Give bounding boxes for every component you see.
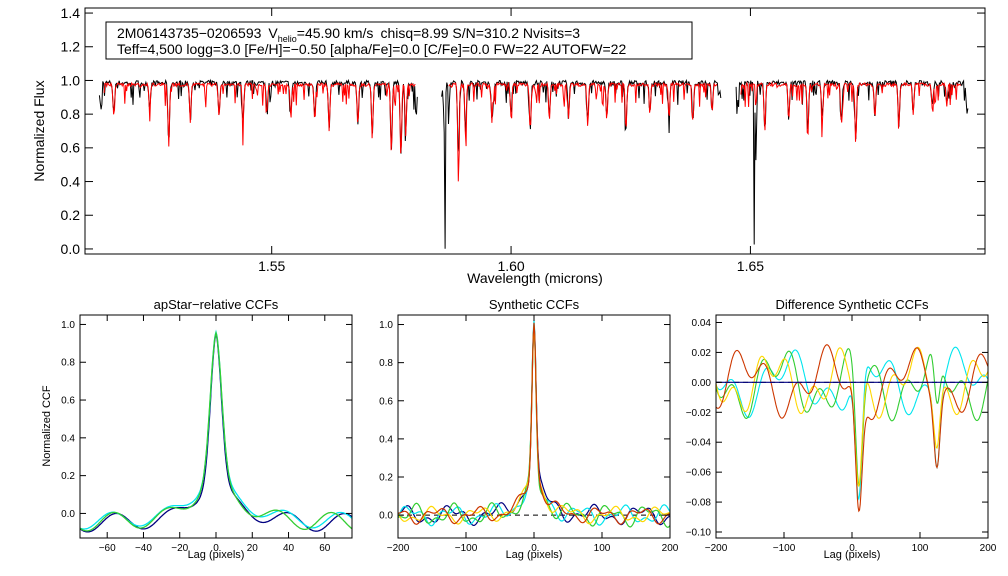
- x-tick-label: 40: [283, 543, 295, 554]
- x-tick-label: 20: [247, 543, 259, 554]
- synthetic-ccf-ticks: −200 −100 0 100 200 0.0 0.2 0.4 0.6 0.8 1.0: [379, 315, 679, 554]
- x-tick-label: 100: [912, 543, 929, 554]
- annotation-line-1: 2M06143735−0206593 Vhelio=45.90 km/s chisq…: [117, 25, 580, 44]
- x-tick-label: −200: [387, 543, 410, 554]
- y-tick-label: −0.06: [686, 468, 712, 479]
- y-tick-label: 0.2: [379, 473, 393, 484]
- y-tick-label: 0.0: [61, 509, 75, 520]
- ccf-line-visit-3: [80, 330, 352, 532]
- y-tick-label: 0.04: [692, 318, 712, 329]
- annotation-box: 2M06143735−0206593 Vhelio=45.90 km/s chisq…: [105, 21, 693, 60]
- x-tick-label: 1.65: [737, 258, 764, 274]
- y-tick-label: −0.10: [686, 528, 712, 539]
- ccf-line-visit-5: [398, 322, 670, 525]
- y-tick-label: 1.4: [61, 5, 81, 21]
- apstar-ccf-ticks: −60 −40 −20 0 20 40 60 0.0 0.2 0.4 0.6 0.8 1.0: [61, 315, 352, 554]
- spectrum-ticks: 1.55 1.60 1.65 0.0 0.2 0.4 0.6 0.8 1.0 1.2 1.4: [61, 5, 985, 274]
- x-tick-label: 60: [319, 543, 331, 554]
- x-tick-label: 0: [849, 543, 855, 554]
- difference-ccf-data: [716, 344, 988, 513]
- v-label: V: [268, 25, 278, 41]
- y-tick-label: 0.4: [61, 173, 81, 189]
- y-tick-label: 1.0: [61, 320, 75, 331]
- y-tick-label: 0.6: [379, 396, 393, 407]
- annotation-frame: [105, 21, 693, 60]
- y-tick-label: −0.02: [686, 408, 712, 419]
- y-tick-label: 0.6: [61, 140, 81, 156]
- x-tick-label: 200: [662, 543, 679, 554]
- y-tick-label: 0.6: [61, 396, 75, 407]
- x-tick-label: 0: [531, 543, 537, 554]
- spectrum-ylabel: Normalized Flux: [31, 80, 47, 181]
- x-tick-label: −40: [135, 543, 152, 554]
- y-tick-label: 0.4: [61, 433, 75, 444]
- y-tick-label: 1.0: [61, 72, 81, 88]
- x-tick-label: 200: [980, 543, 997, 554]
- y-tick-label: 0.8: [61, 358, 75, 369]
- apstar-ccf-title: apStar−relative CCFs: [154, 297, 279, 312]
- v-value: =45.90 km/s: [297, 25, 374, 41]
- y-tick-label: 0.8: [61, 106, 81, 122]
- synthetic-ccf-panel: −200 −100 0 100 200 0.0 0.2 0.4 0.6 0.8 1.0 Synthe…: [379, 297, 679, 561]
- star-id: 2M06143735−0206593: [117, 25, 262, 41]
- diff-ccf-line-visit-2: [716, 348, 988, 487]
- model-spectrum-segment: [740, 81, 961, 142]
- difference-ccf-panel: −200 −100 0 100 200 −0.10 −0.08 −0.06 −0.04 −0.02…: [686, 297, 997, 561]
- y-tick-label: 1.0: [379, 320, 393, 331]
- apstar-ccf-ylabel: Normalized CCF: [41, 385, 53, 467]
- x-tick-label: 1.55: [258, 258, 285, 274]
- spectrum-xlabel: Wavelength (microns): [467, 270, 603, 286]
- x-tick-label: −200: [705, 543, 728, 554]
- x-tick-label: 1.60: [497, 258, 524, 274]
- spectrum-data: [98, 78, 969, 249]
- diff-ccf-line-visit-4: [716, 344, 988, 513]
- apstar-ccf-panel: −60 −40 −20 0 20 40 60 0.0 0.2 0.4 0.6 0.8 1.0 apSta…: [41, 297, 353, 561]
- y-tick-label: 0.00: [692, 378, 712, 389]
- y-tick-label: 0.0: [61, 241, 81, 257]
- x-tick-label: −100: [773, 543, 796, 554]
- annotation-line-2: Teff=4,500 logg=3.0 [Fe/H]=−0.50 [alpha/…: [117, 41, 626, 57]
- apstar-ccf-xlabel: Lag (pixels): [188, 549, 245, 561]
- synthetic-ccf-xlabel: Lag (pixels): [506, 549, 563, 561]
- y-tick-label: 0.02: [692, 348, 712, 359]
- y-tick-label: 0.0: [379, 511, 393, 522]
- synthetic-ccf-data: [398, 320, 670, 528]
- model-spectrum-segment: [448, 81, 718, 182]
- y-tick-label: −0.08: [686, 498, 712, 509]
- v-subscript: helio: [278, 34, 297, 44]
- y-tick-label: 0.4: [379, 434, 393, 445]
- difference-ccf-xlabel: Lag (pixels): [824, 549, 881, 561]
- x-tick-label: −20: [171, 543, 188, 554]
- y-tick-label: 0.2: [61, 471, 75, 482]
- synthetic-ccf-title: Synthetic CCFs: [489, 297, 580, 312]
- spectrum-panel: 1.55 1.60 1.65 0.0 0.2 0.4 0.6 0.8 1.0 1.2 1.4 Wav…: [31, 5, 986, 286]
- y-tick-label: 0.2: [61, 207, 81, 223]
- y-tick-label: −0.04: [686, 438, 712, 449]
- x-tick-label: 0: [213, 543, 219, 554]
- x-tick-label: 100: [594, 543, 611, 554]
- y-tick-label: 1.2: [61, 39, 81, 55]
- x-tick-label: −100: [455, 543, 478, 554]
- difference-ccf-title: Difference Synthetic CCFs: [776, 297, 929, 312]
- model-spectrum-segment: [103, 81, 416, 154]
- fit-stats: chisq=8.99 S/N=310.2 Nvisits=3: [380, 25, 580, 41]
- spectrum-frame: [84, 7, 986, 255]
- difference-ccf-ticks: −200 −100 0 100 200 −0.10 −0.08 −0.06 −0.04 −0.02…: [686, 315, 997, 554]
- y-tick-label: 0.8: [379, 358, 393, 369]
- apstar-ccf-data: [80, 329, 352, 533]
- x-tick-label: −60: [99, 543, 116, 554]
